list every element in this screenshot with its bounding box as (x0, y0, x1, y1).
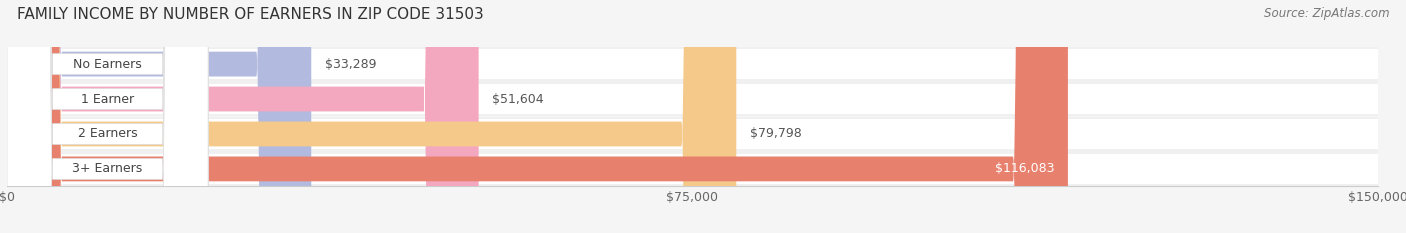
Text: $51,604: $51,604 (492, 93, 544, 106)
Text: FAMILY INCOME BY NUMBER OF EARNERS IN ZIP CODE 31503: FAMILY INCOME BY NUMBER OF EARNERS IN ZI… (17, 7, 484, 22)
FancyBboxPatch shape (7, 0, 478, 233)
Text: No Earners: No Earners (73, 58, 142, 71)
Text: $33,289: $33,289 (325, 58, 377, 71)
Text: 1 Earner: 1 Earner (82, 93, 134, 106)
Bar (7, 119, 1378, 149)
Bar (7, 84, 1378, 114)
Text: $79,798: $79,798 (749, 127, 801, 140)
Bar (7, 47, 1378, 82)
FancyBboxPatch shape (7, 0, 208, 233)
Text: Source: ZipAtlas.com: Source: ZipAtlas.com (1264, 7, 1389, 20)
FancyBboxPatch shape (7, 0, 737, 233)
FancyBboxPatch shape (7, 0, 1069, 233)
FancyBboxPatch shape (7, 0, 208, 233)
Text: 3+ Earners: 3+ Earners (73, 162, 142, 175)
FancyBboxPatch shape (7, 0, 208, 233)
Bar (7, 116, 1378, 151)
Bar (7, 154, 1378, 184)
Bar (7, 151, 1378, 186)
Text: $116,083: $116,083 (994, 162, 1054, 175)
Bar (7, 49, 1378, 79)
FancyBboxPatch shape (7, 0, 208, 233)
Text: 2 Earners: 2 Earners (77, 127, 138, 140)
Bar (7, 82, 1378, 116)
FancyBboxPatch shape (7, 0, 311, 233)
